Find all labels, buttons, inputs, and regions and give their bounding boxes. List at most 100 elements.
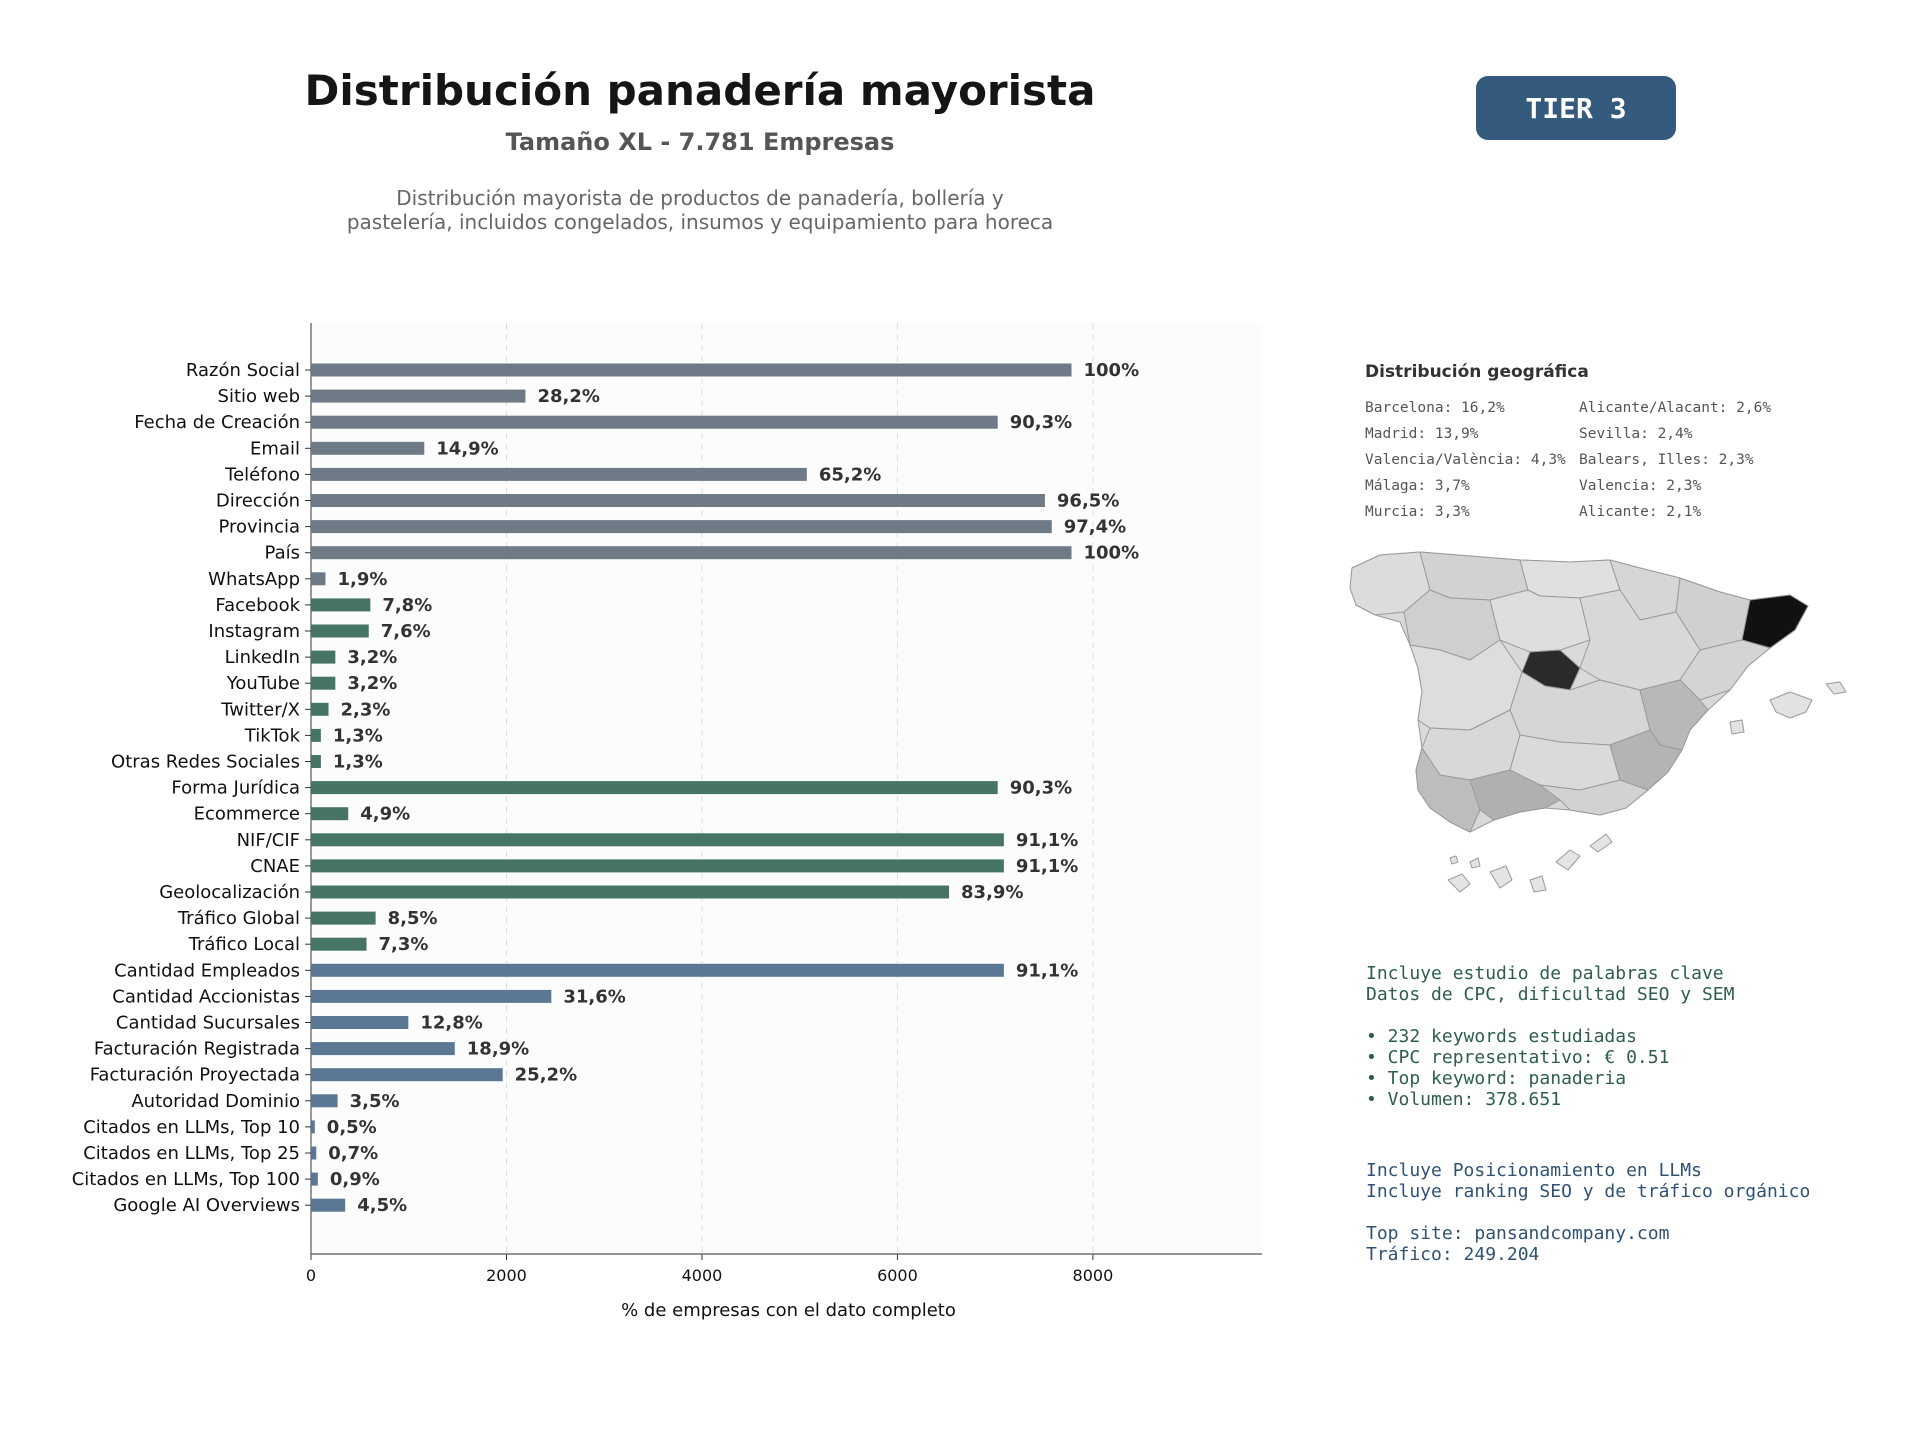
category-label: Citados en LLMs, Top 100 <box>72 1169 300 1190</box>
bar <box>311 415 998 429</box>
geo-item: Valencia: 2,3% <box>1579 478 1702 494</box>
description-line: Distribución mayorista de productos de p… <box>396 186 1004 210</box>
geo-item: Alicante: 2,1% <box>1579 504 1702 520</box>
x-tick-label: 6000 <box>877 1266 918 1285</box>
llm-line: Incluye Posicionamiento en LLMs <box>1366 1160 1702 1181</box>
value-label: 1,3% <box>333 725 383 746</box>
value-label: 100% <box>1084 543 1140 564</box>
bar <box>311 1016 409 1029</box>
page-subtitle: Tamaño XL - 7.781 Empresas <box>505 128 895 156</box>
value-label: 3,5% <box>350 1091 400 1112</box>
geo-title: Distribución geográfica <box>1365 362 1589 382</box>
category-label: Citados en LLMs, Top 25 <box>83 1143 300 1164</box>
category-label: Dirección <box>216 491 300 512</box>
value-label: 100% <box>1084 360 1140 381</box>
geo-item: Murcia: 3,3% <box>1365 504 1470 520</box>
category-label: Sitio web <box>218 386 300 407</box>
value-label: 25,2% <box>515 1065 577 1086</box>
keywords-line: • 232 keywords estudiadas <box>1366 1026 1637 1047</box>
bar <box>311 1172 318 1186</box>
bar <box>311 389 526 403</box>
bar <box>311 702 329 716</box>
bar <box>311 963 1004 977</box>
value-label: 96,5% <box>1057 491 1119 512</box>
value-label: 7,3% <box>379 934 429 955</box>
category-label: Cantidad Accionistas <box>112 986 300 1007</box>
category-label: Facebook <box>215 595 300 616</box>
bar <box>311 781 998 795</box>
bar <box>311 1042 455 1056</box>
keywords-line: Datos de CPC, dificultad SEO y SEM <box>1366 984 1735 1005</box>
value-label: 65,2% <box>819 464 881 485</box>
llm-line <box>1366 1202 1810 1223</box>
value-label: 3,2% <box>347 647 397 668</box>
description-line: pastelería, incluidos congelados, insumo… <box>346 210 1054 234</box>
llm-block: Incluye Posicionamiento en LLMs Incluye … <box>1366 1160 1810 1265</box>
x-tick-label: 0 <box>306 1266 316 1285</box>
bar <box>311 728 321 742</box>
map-region-canarias <box>1489 865 1513 889</box>
x-tick-label: 2000 <box>486 1266 527 1285</box>
map-region-baleares <box>1825 681 1847 695</box>
bar <box>311 494 1045 507</box>
map-region-baleares <box>1729 719 1745 735</box>
bar <box>311 467 807 481</box>
geo-item: Barcelona: 16,2% <box>1365 400 1505 416</box>
value-label: 7,8% <box>382 595 432 616</box>
category-label: Fecha de Creación <box>134 412 300 433</box>
value-label: 12,8% <box>420 1013 482 1034</box>
category-label: Email <box>250 438 300 459</box>
category-label: LinkedIn <box>225 647 300 668</box>
value-label: 91,1% <box>1016 856 1078 877</box>
value-label: 90,3% <box>1010 412 1072 433</box>
value-label: 91,1% <box>1016 960 1078 981</box>
value-label: 4,5% <box>357 1195 407 1216</box>
value-label: 83,9% <box>961 882 1023 903</box>
llm-line: Tráfico: 249.204 <box>1366 1244 1540 1265</box>
bar <box>311 989 552 1003</box>
category-label: Twitter/X <box>220 699 300 720</box>
spain-map <box>1349 551 1847 893</box>
keywords-line: • Top keyword: panaderia <box>1366 1068 1627 1089</box>
map-region-canarias <box>1469 857 1481 869</box>
bar <box>311 1198 346 1212</box>
value-label: 90,3% <box>1010 778 1072 799</box>
bar <box>311 598 371 612</box>
value-label: 3,2% <box>347 673 397 694</box>
keywords-line: • Volumen: 378.651 <box>1366 1089 1562 1110</box>
value-label: 31,6% <box>563 986 625 1007</box>
value-label: 18,9% <box>467 1039 529 1060</box>
category-label: Otras Redes Sociales <box>111 752 300 773</box>
bar <box>311 1146 317 1160</box>
geo-item: Alicante/Alacant: 2,6% <box>1579 400 1772 416</box>
category-label: Instagram <box>208 621 300 642</box>
category-label: Razón Social <box>186 360 300 381</box>
bar <box>311 572 326 586</box>
category-label: Autoridad Dominio <box>131 1091 300 1112</box>
page-title: Distribución panadería mayorista <box>304 66 1096 115</box>
keywords-block: Incluye estudio de palabras clave Datos … <box>1366 963 1734 1110</box>
value-label: 97,4% <box>1064 517 1126 538</box>
map-region-malaga <box>1469 769 1561 821</box>
category-label: Ecommerce <box>194 804 300 825</box>
category-label: Geolocalización <box>159 882 300 903</box>
map-region-canarias <box>1529 875 1547 893</box>
llm-line: Top site: pansandcompany.com <box>1366 1223 1670 1244</box>
category-label: Cantidad Sucursales <box>116 1013 300 1034</box>
bar <box>311 546 1072 560</box>
category-label: Google AI Overviews <box>113 1195 300 1216</box>
value-label: 0,5% <box>327 1117 377 1138</box>
category-label: Provincia <box>218 517 300 538</box>
category-label: Facturación Registrada <box>94 1039 300 1060</box>
category-label: CNAE <box>250 856 300 877</box>
category-label: Teléfono <box>224 464 300 485</box>
tier-badge: TIER 3 <box>1476 76 1676 140</box>
bar <box>311 1094 338 1108</box>
bar <box>311 807 349 821</box>
bar <box>311 441 425 455</box>
x-axis-label: % de empresas con el dato completo <box>621 1300 956 1321</box>
value-label: 28,2% <box>537 386 599 407</box>
value-label: 14,9% <box>436 438 498 459</box>
bar <box>311 676 336 690</box>
keywords-line: • CPC representativo: € 0.51 <box>1366 1047 1670 1068</box>
